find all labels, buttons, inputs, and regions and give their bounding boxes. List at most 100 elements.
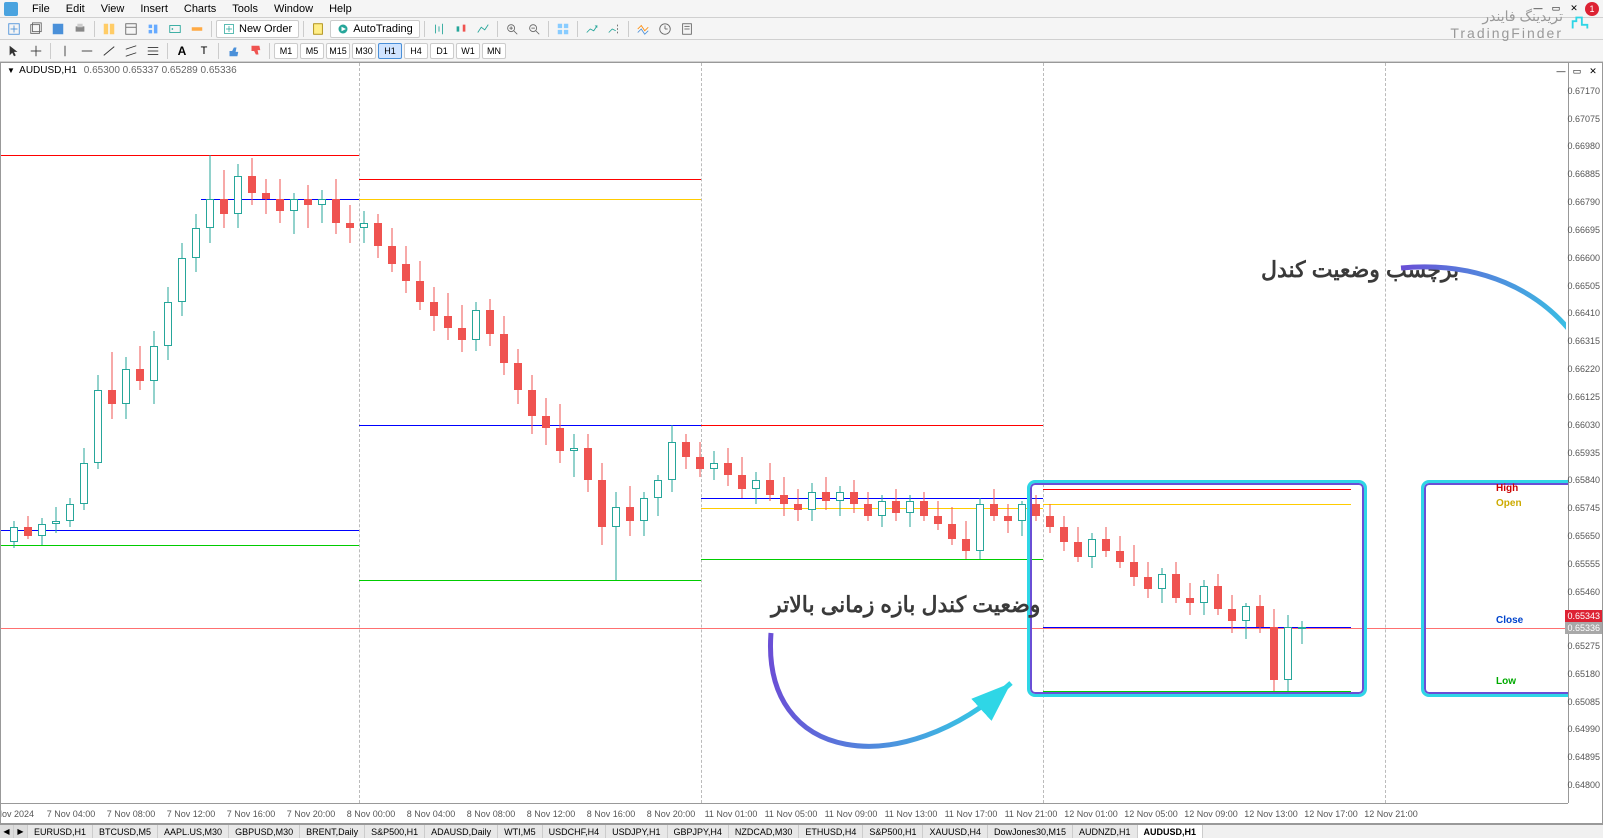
zoom-in-icon[interactable] <box>502 20 522 38</box>
vline-icon[interactable] <box>55 42 75 60</box>
candle <box>849 480 859 512</box>
chart-tab[interactable]: S&P500,H1 <box>863 825 923 838</box>
ohlc-level-line <box>1 155 359 156</box>
save-icon[interactable] <box>48 20 68 38</box>
price-tick: 0.65840 <box>1567 475 1600 485</box>
chart-tab[interactable]: AAPL.US,M30 <box>158 825 229 838</box>
chart-tab[interactable]: BRENT,Daily <box>300 825 365 838</box>
thumb-up-icon[interactable] <box>223 42 243 60</box>
chart-tab[interactable]: AUDNZD,H1 <box>1073 825 1138 838</box>
hline-icon[interactable] <box>77 42 97 60</box>
candle <box>1227 595 1237 633</box>
day-separator <box>359 63 360 803</box>
channel-icon[interactable] <box>121 42 141 60</box>
tab-scroll-left[interactable]: ◀ <box>0 825 14 838</box>
text-label-icon[interactable]: T <box>194 42 214 60</box>
chart-tab[interactable]: BTCUSD,M5 <box>93 825 158 838</box>
timeframe-h1[interactable]: H1 <box>378 43 402 59</box>
chart-tab[interactable]: USDCHF,H4 <box>543 825 607 838</box>
time-tick: 8 Nov 16:00 <box>587 809 636 819</box>
tab-scroll-right[interactable]: ▶ <box>14 825 28 838</box>
profiles-icon[interactable] <box>26 20 46 38</box>
indicators-icon[interactable] <box>633 20 653 38</box>
chart-tab[interactable]: USDJPY,H1 <box>606 825 667 838</box>
candle <box>1143 562 1153 597</box>
candle <box>625 486 635 536</box>
chart-tab[interactable]: ADAUSD,Daily <box>425 825 498 838</box>
ohlc-level-line <box>1 545 359 546</box>
chart-tab[interactable]: EURUSD,H1 <box>28 825 93 838</box>
candle-chart-icon[interactable] <box>451 20 471 38</box>
menu-window[interactable]: Window <box>266 3 321 15</box>
timeframe-mn[interactable]: MN <box>482 43 506 59</box>
timeframe-d1[interactable]: D1 <box>430 43 454 59</box>
menu-view[interactable]: View <box>93 3 133 15</box>
chart-tab[interactable]: DowJones30,M15 <box>988 825 1073 838</box>
templates-icon[interactable] <box>677 20 697 38</box>
crosshair-icon[interactable] <box>26 42 46 60</box>
price-tick: 0.67170 <box>1567 86 1600 96</box>
candle <box>933 501 943 530</box>
chart-tab[interactable]: XAUUSD,H4 <box>923 825 988 838</box>
cursor-icon[interactable] <box>4 42 24 60</box>
menu-help[interactable]: Help <box>321 3 360 15</box>
time-tick: 11 Nov 09:00 <box>825 809 878 819</box>
new-order-button[interactable]: New Order <box>216 20 299 38</box>
candle <box>205 155 215 243</box>
menu-edit[interactable]: Edit <box>58 3 93 15</box>
chart-tab[interactable]: GBPJPY,H4 <box>668 825 729 838</box>
timeframe-m15[interactable]: M15 <box>326 43 350 59</box>
trendline-icon[interactable] <box>99 42 119 60</box>
time-tick: 8 Nov 08:00 <box>467 809 516 819</box>
terminal-icon[interactable] <box>165 20 185 38</box>
fibo-icon[interactable] <box>143 42 163 60</box>
ohlc-level-line <box>1043 691 1351 692</box>
chart-close-button[interactable]: ✕ <box>1586 65 1600 77</box>
autotrading-button[interactable]: AutoTrading <box>330 20 420 38</box>
autoscroll-icon[interactable] <box>582 20 602 38</box>
candle <box>541 398 551 445</box>
bar-chart-icon[interactable] <box>429 20 449 38</box>
timeframe-m30[interactable]: M30 <box>352 43 376 59</box>
menu-tools[interactable]: Tools <box>224 3 266 15</box>
candle <box>667 425 677 492</box>
print-icon[interactable] <box>70 20 90 38</box>
menu-charts[interactable]: Charts <box>176 3 224 15</box>
chart-maximize-button[interactable]: ▭ <box>1570 65 1584 77</box>
timeframe-h4[interactable]: H4 <box>404 43 428 59</box>
candle <box>583 434 593 493</box>
chevron-down-icon[interactable]: ▼ <box>7 66 15 75</box>
strategy-tester-icon[interactable] <box>187 20 207 38</box>
timeframe-m1[interactable]: M1 <box>274 43 298 59</box>
timeframe-m5[interactable]: M5 <box>300 43 324 59</box>
chart-shift-icon[interactable] <box>604 20 624 38</box>
timeframe-w1[interactable]: W1 <box>456 43 480 59</box>
candle <box>611 492 621 580</box>
chart-minimize-button[interactable]: — <box>1554 65 1568 77</box>
day-separator <box>1385 63 1386 803</box>
zoom-out-icon[interactable] <box>524 20 544 38</box>
market-watch-icon[interactable] <box>99 20 119 38</box>
chart-tab[interactable]: NZDCAD,M30 <box>729 825 800 838</box>
chart-tab[interactable]: AUDUSD,H1 <box>1138 825 1204 838</box>
navigator-icon[interactable] <box>143 20 163 38</box>
line-chart-icon[interactable] <box>473 20 493 38</box>
thumb-down-icon[interactable] <box>245 42 265 60</box>
price-tick: 0.65460 <box>1567 587 1600 597</box>
chart-tab[interactable]: S&P500,H1 <box>365 825 425 838</box>
candle <box>653 475 663 516</box>
time-tick: 7 Nov 16:00 <box>227 809 276 819</box>
chart-area[interactable]: HighOpenCloseLowبرچسب وضعیت کندلوضعیت کن… <box>1 63 1568 803</box>
data-window-icon[interactable] <box>121 20 141 38</box>
candle <box>331 179 341 235</box>
text-icon[interactable]: A <box>172 42 192 60</box>
menu-file[interactable]: File <box>24 3 58 15</box>
chart-tab[interactable]: ETHUSD,H4 <box>799 825 863 838</box>
chart-tab[interactable]: GBPUSD,M30 <box>229 825 300 838</box>
menu-insert[interactable]: Insert <box>132 3 176 15</box>
chart-tab[interactable]: WTI,M5 <box>498 825 543 838</box>
periods-icon[interactable] <box>655 20 675 38</box>
metaeditor-icon[interactable] <box>308 20 328 38</box>
new-chart-icon[interactable] <box>4 20 24 38</box>
tile-windows-icon[interactable] <box>553 20 573 38</box>
